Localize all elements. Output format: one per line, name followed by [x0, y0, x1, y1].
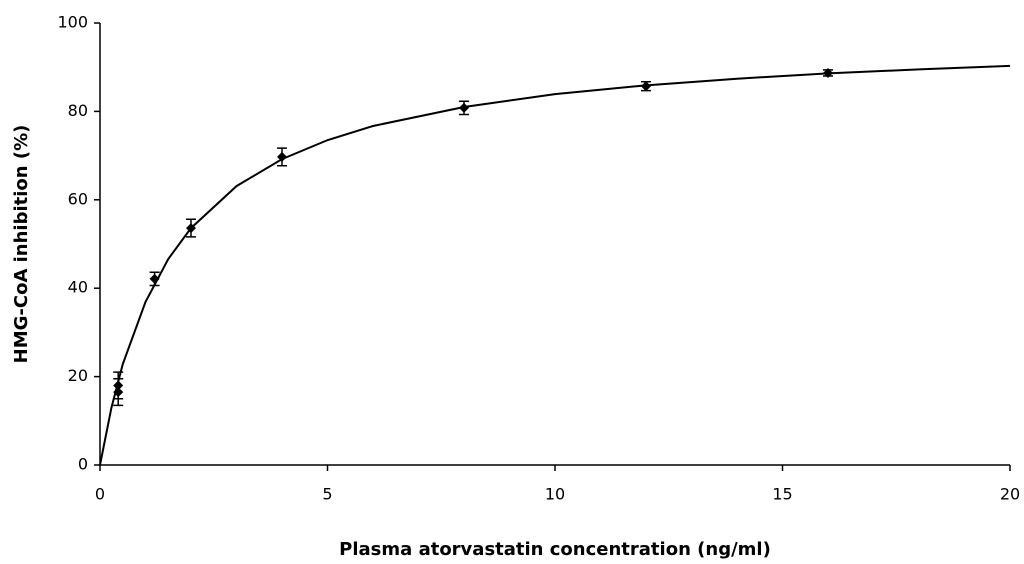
x-tick-label: 15 — [772, 485, 792, 504]
y-axis-title: HMG-CoA inhibition (%) — [11, 125, 32, 364]
x-tick-label: 5 — [322, 485, 332, 504]
y-tick-label: 20 — [68, 366, 88, 385]
y-tick-label: 40 — [68, 278, 88, 297]
y-tick-label: 100 — [57, 13, 88, 32]
y-tick-label: 0 — [78, 455, 88, 474]
x-axis-title: Plasma atorvastatin concentration (ng/ml… — [339, 539, 771, 560]
y-tick-label: 60 — [68, 189, 88, 208]
data-point — [277, 151, 287, 162]
x-tick-label: 10 — [545, 485, 565, 504]
x-tick-label: 20 — [1000, 485, 1020, 504]
x-tick-label: 0 — [95, 485, 105, 504]
fit-curve — [99, 64, 1011, 466]
y-tick-label: 80 — [68, 101, 88, 120]
